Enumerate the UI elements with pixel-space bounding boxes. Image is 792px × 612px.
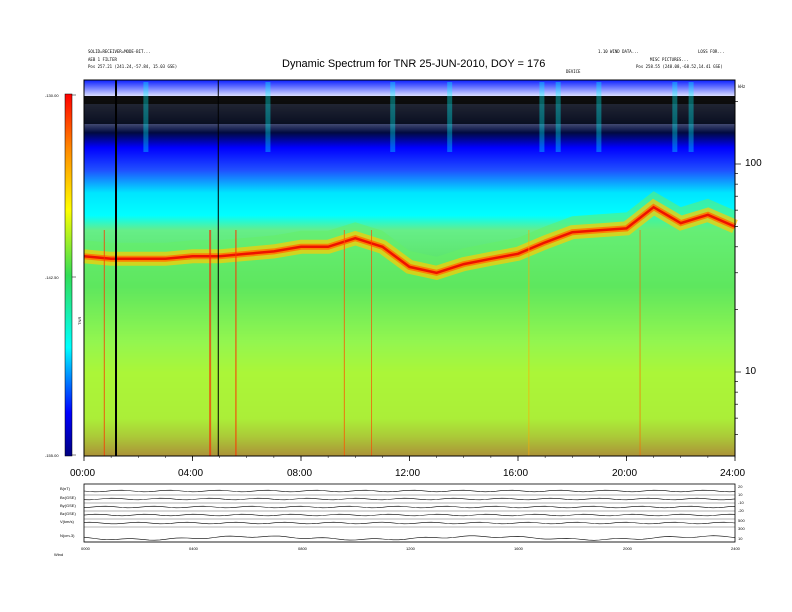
panel-trace	[83, 505, 736, 509]
colorbar-gradient	[64, 93, 73, 457]
page-title: Dynamic Spectrum for TNR 25-JUN-2010, DO…	[282, 58, 546, 70]
panel-label-2: By(GSE)	[60, 503, 76, 508]
cyan-streak	[688, 82, 694, 152]
colorbar-tick-top: -130.00	[45, 93, 59, 98]
panel-right-tick-1: 10	[738, 492, 743, 497]
header-left-line-3: Pos 257.21 (241.24,-57.84, 15.03 GSE)	[88, 64, 178, 69]
panel-xtick-5: 2000	[623, 546, 632, 551]
cyan-streak	[672, 82, 678, 152]
panel-label-5: N(cm-3)	[60, 533, 75, 538]
panel-label-1: Bx(GSE)	[60, 495, 76, 500]
panel-trace	[83, 497, 736, 501]
cyan-streak	[555, 82, 561, 152]
plasma-line	[83, 205, 736, 275]
cyan-streak	[596, 82, 602, 152]
panel-trace	[83, 521, 736, 525]
panel-trace	[83, 489, 736, 493]
panel-right-tick-2: -10	[738, 500, 744, 505]
panel-right-tick-6: 10	[738, 536, 743, 541]
stack-frame	[83, 483, 736, 543]
x-tick-3: 12:00	[395, 468, 421, 479]
x-tick-5: 20:00	[612, 468, 638, 479]
colorbar-tick-bottom: -155.00	[45, 453, 59, 458]
x-tick-0: 00:00	[70, 468, 96, 479]
panel-trace	[83, 513, 736, 517]
colorbar-tick-mid: -142.50	[45, 275, 59, 280]
panel-xtick-4: 1600	[514, 546, 523, 551]
panel-label-0: B(nT)	[60, 486, 70, 491]
khz-label: kHz	[738, 84, 746, 89]
panel-xtick-3: 1200	[406, 546, 415, 551]
header-left-line-2: AEB 1 FILTER	[88, 57, 117, 62]
cyan-streak	[265, 82, 271, 152]
panel-xtick-6: 2400	[731, 546, 740, 551]
x-tick-1: 04:00	[178, 468, 204, 479]
cyan-streak	[390, 82, 396, 152]
panel-xtick-2: 0800	[298, 546, 307, 551]
header-right-line-1: 1.10 WIND DATA...	[598, 49, 639, 54]
x-tick-4: 16:00	[503, 468, 529, 479]
x-tick-6: 24:00	[720, 468, 746, 479]
panel-right-tick-0: 20	[738, 484, 743, 489]
cyan-streak	[539, 82, 545, 152]
cyan-streak	[447, 82, 453, 152]
mid-marker-label: DEVICE	[566, 69, 581, 74]
header-left-line-1: SOLID=RECEIVER=MODE-BIT...	[88, 49, 151, 54]
panel-label-3: Bz(GSE)	[60, 511, 76, 516]
panel-label-4: V(km/s)	[60, 519, 74, 524]
x-tick-2: 08:00	[287, 468, 313, 479]
header-right-line-2: MISC PICTURES...	[650, 57, 689, 62]
panel-right-tick-5: 300	[738, 526, 745, 531]
panel-trace	[83, 535, 736, 541]
y-tick-100: 100	[745, 158, 762, 169]
panel-xtick-0: 0000	[81, 546, 90, 551]
panel-footer-left: Wind	[54, 552, 64, 557]
header-right-top: LOSS FOR...	[698, 49, 725, 54]
panel-xtick-1: 0400	[189, 546, 198, 551]
cyan-streak	[143, 82, 149, 152]
dark-band-lower	[84, 104, 735, 124]
header-right-line-3: Pos 258.55 (248.08,-68.52,14.41 GSE)	[636, 64, 723, 69]
dark-band-upper	[84, 96, 735, 104]
panel-right-tick-3: -20	[738, 508, 744, 513]
panel-right-tick-4: 500	[738, 518, 745, 523]
y-tick-10: 10	[745, 366, 757, 377]
